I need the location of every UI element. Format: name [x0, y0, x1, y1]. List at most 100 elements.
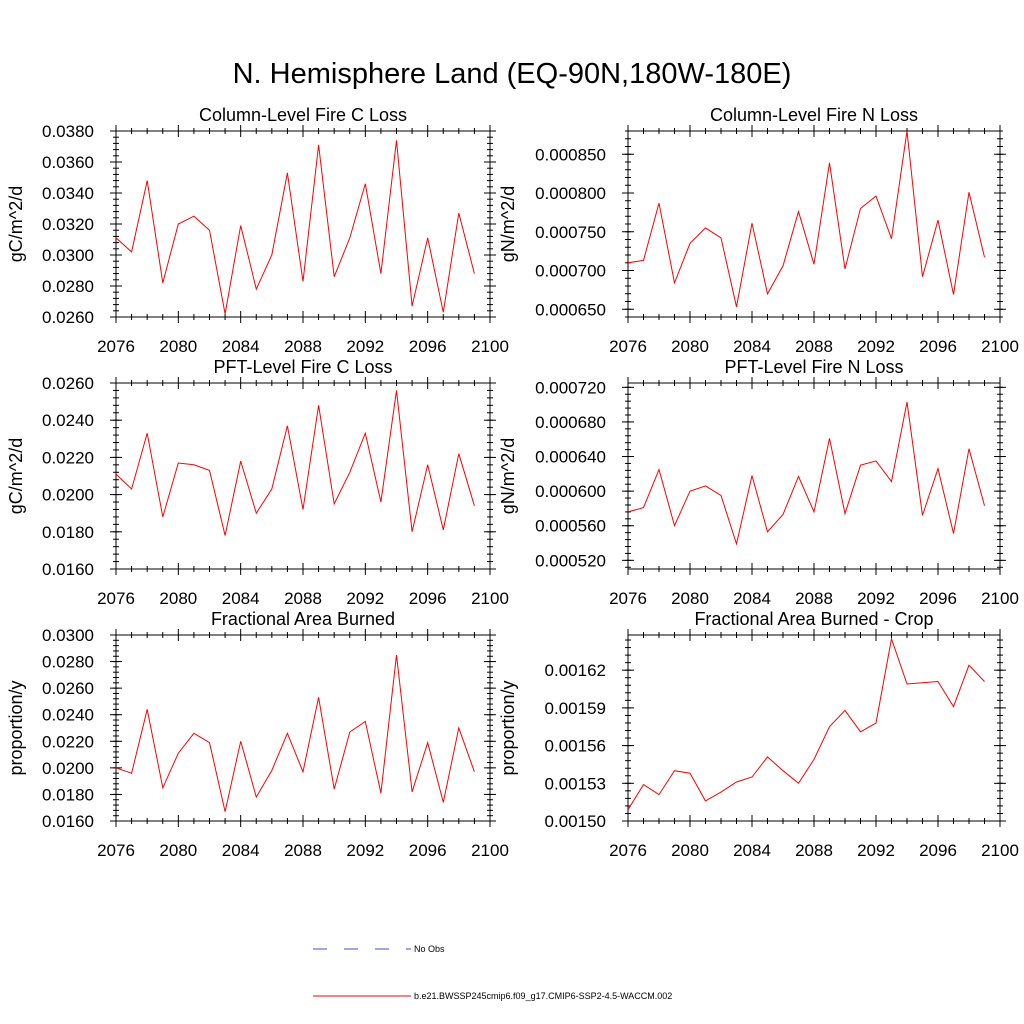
- y-tick-label: 0.000650: [535, 300, 606, 319]
- x-tick-label: 2092: [857, 337, 895, 356]
- x-tick-label: 2092: [346, 589, 384, 608]
- y-tick-label: 0.00162: [545, 661, 606, 680]
- y-tick-label: 0.0280: [42, 653, 94, 672]
- chart-panel: PFT-Level Fire C Loss gC/m^2/d 2076 2080 208…: [6, 357, 509, 608]
- y-tick-label: 0.000850: [535, 145, 606, 164]
- x-tick-label: 2088: [795, 841, 833, 860]
- x-tick-label: 2080: [159, 589, 197, 608]
- x-tick-label: 2076: [609, 337, 647, 356]
- y-axis-label: gC/m^2/d: [6, 186, 26, 262]
- x-tick-label: 2076: [609, 841, 647, 860]
- y-tick-label: 0.000640: [535, 448, 606, 467]
- x-tick-label: 2100: [981, 337, 1019, 356]
- y-tick-label: 0.000560: [535, 517, 606, 536]
- x-tick-label: 2092: [857, 841, 895, 860]
- x-tick-label: 2080: [671, 841, 709, 860]
- y-tick-label: 0.0380: [42, 122, 94, 141]
- y-tick-label: 0.0200: [42, 486, 94, 505]
- plot-frame: [627, 382, 1001, 570]
- plot-frame: [627, 634, 1001, 822]
- x-tick-label: 2076: [97, 589, 135, 608]
- x-tick-label: 2088: [795, 589, 833, 608]
- plot-frame: [115, 130, 491, 318]
- y-tick-label: 0.0160: [42, 812, 94, 831]
- panel-title: PFT-Level Fire N Loss: [724, 357, 903, 377]
- x-tick-label: 2080: [671, 589, 709, 608]
- y-tick-label: 0.0160: [42, 560, 94, 579]
- y-axis-label: gN/m^2/d: [498, 186, 518, 262]
- series-line: [627, 130, 985, 308]
- y-tick-label: 0.0340: [42, 184, 94, 203]
- panel-title: Fractional Area Burned: [211, 609, 395, 629]
- series-line: [115, 140, 475, 314]
- y-tick-label: 0.00153: [545, 774, 606, 793]
- x-tick-label: 2080: [159, 841, 197, 860]
- y-axis-label: gN/m^2/d: [498, 438, 518, 514]
- panel-title: PFT-Level Fire C Loss: [213, 357, 392, 377]
- legend: No Obs b.e21.BWSSP245cmip6.f09_g17.CMIP6…: [313, 944, 672, 1001]
- x-tick-label: 2088: [284, 337, 322, 356]
- y-tick-label: 0.0200: [42, 759, 94, 778]
- x-tick-label: 2084: [222, 337, 260, 356]
- chart-panel: Column-Level Fire N Loss gN/m^2/d 2076 2080…: [498, 105, 1019, 356]
- y-axis-label: proportion/y: [498, 680, 518, 775]
- x-tick-label: 2096: [919, 589, 957, 608]
- y-tick-label: 0.0300: [42, 626, 94, 645]
- x-tick-label: 2100: [981, 589, 1019, 608]
- x-tick-label: 2092: [346, 337, 384, 356]
- chart-panel: Fractional Area Burned - Crop proportion/…: [498, 609, 1019, 860]
- panel-title: Column-Level Fire N Loss: [710, 105, 918, 125]
- x-tick-label: 2100: [981, 841, 1019, 860]
- y-tick-label: 0.000800: [535, 184, 606, 203]
- y-tick-label: 0.00150: [545, 812, 606, 831]
- y-tick-label: 0.0260: [42, 374, 94, 393]
- y-tick-label: 0.0320: [42, 215, 94, 234]
- y-axis-label: proportion/y: [6, 680, 26, 775]
- x-tick-label: 2092: [857, 589, 895, 608]
- x-tick-label: 2084: [222, 589, 260, 608]
- x-tick-label: 2100: [471, 589, 509, 608]
- y-axis-label: gC/m^2/d: [6, 438, 26, 514]
- y-tick-label: 0.0240: [42, 706, 94, 725]
- y-tick-label: 0.0180: [42, 523, 94, 542]
- chart-panel: Column-Level Fire C Loss gC/m^2/d 2076 2080…: [6, 105, 509, 356]
- x-tick-label: 2088: [284, 589, 322, 608]
- y-tick-label: 0.000600: [535, 482, 606, 501]
- x-tick-label: 2076: [97, 841, 135, 860]
- series-line: [115, 654, 475, 812]
- y-tick-label: 0.0220: [42, 732, 94, 751]
- x-tick-label: 2096: [409, 337, 447, 356]
- y-tick-label: 0.0180: [42, 785, 94, 804]
- x-tick-label: 2096: [409, 841, 447, 860]
- x-tick-label: 2080: [159, 337, 197, 356]
- x-tick-label: 2100: [471, 841, 509, 860]
- x-tick-label: 2096: [919, 337, 957, 356]
- x-tick-label: 2096: [409, 589, 447, 608]
- x-tick-label: 2084: [733, 841, 771, 860]
- y-tick-label: 0.0300: [42, 246, 94, 265]
- figure-title: N. Hemisphere Land (EQ-90N,180W-180E): [233, 58, 792, 90]
- x-tick-label: 2088: [795, 337, 833, 356]
- plot-frame: [115, 634, 491, 822]
- x-tick-label: 2092: [346, 841, 384, 860]
- y-tick-label: 0.000520: [535, 551, 606, 570]
- y-tick-label: 0.000750: [535, 223, 606, 242]
- panel-title: Column-Level Fire C Loss: [199, 105, 407, 125]
- chart-panel: PFT-Level Fire N Loss gN/m^2/d 2076 2080 208…: [498, 357, 1019, 608]
- x-tick-label: 2084: [222, 841, 260, 860]
- plot-frame: [627, 130, 1001, 318]
- series-line: [115, 390, 475, 536]
- x-tick-label: 2084: [733, 337, 771, 356]
- x-tick-label: 2076: [97, 337, 135, 356]
- plot-frame: [115, 382, 491, 570]
- legend-label-model-run: b.e21.BWSSP245cmip6.f09_g17.CMIP6-SSP2-4…: [414, 991, 672, 1001]
- y-tick-label: 0.000720: [535, 378, 606, 397]
- y-tick-label: 0.0360: [42, 153, 94, 172]
- x-tick-label: 2088: [284, 841, 322, 860]
- series-line: [627, 636, 985, 810]
- x-tick-label: 2076: [609, 589, 647, 608]
- y-tick-label: 0.0280: [42, 277, 94, 296]
- chart-panels: Column-Level Fire C Loss gC/m^2/d 2076 2080…: [6, 105, 1019, 860]
- series-line: [627, 401, 985, 546]
